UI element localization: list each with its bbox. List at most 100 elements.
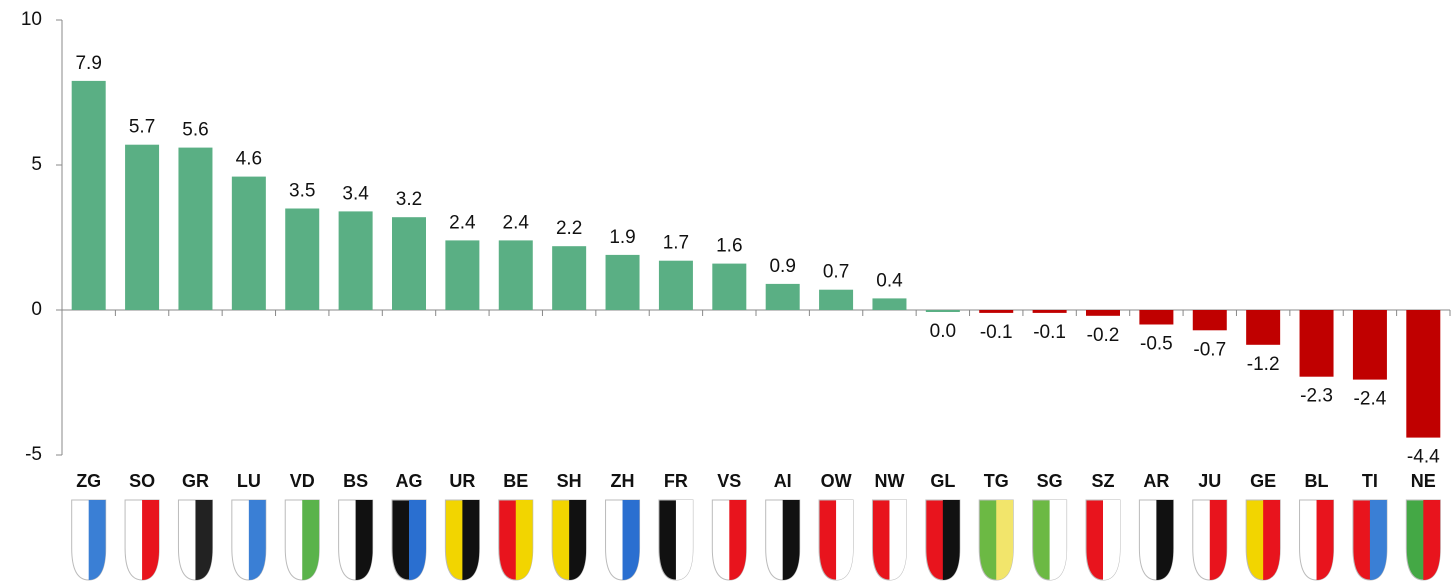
x-tick-label: OW bbox=[821, 471, 852, 491]
bar bbox=[1406, 310, 1441, 438]
x-tick-label: NW bbox=[874, 471, 904, 491]
flag-field bbox=[409, 500, 426, 580]
bar bbox=[1086, 310, 1120, 316]
bar bbox=[819, 289, 854, 310]
flag-field bbox=[729, 500, 747, 580]
bar bbox=[445, 240, 480, 310]
flag-field bbox=[569, 500, 587, 580]
bar bbox=[765, 283, 800, 310]
flag-field bbox=[355, 500, 373, 580]
x-tick-label: SH bbox=[557, 471, 582, 491]
x-tick-label: JU bbox=[1198, 471, 1221, 491]
flag-field bbox=[782, 500, 800, 580]
x-tick-label: AG bbox=[396, 471, 423, 491]
value-label: 1.7 bbox=[663, 233, 689, 254]
flag-field bbox=[515, 500, 533, 580]
value-label: 0.9 bbox=[769, 256, 795, 277]
flag-field bbox=[1423, 500, 1441, 580]
flag-field bbox=[142, 500, 160, 580]
bar bbox=[71, 80, 106, 311]
value-label: 4.6 bbox=[236, 149, 262, 170]
value-label: 2.4 bbox=[503, 212, 530, 233]
bar bbox=[925, 310, 960, 312]
flag-field bbox=[1263, 500, 1281, 580]
flag-field bbox=[1369, 500, 1387, 580]
flag-field bbox=[195, 500, 213, 580]
bar bbox=[872, 298, 907, 310]
bar bbox=[979, 310, 1014, 313]
y-tick-label: 10 bbox=[21, 9, 42, 30]
flag-field bbox=[675, 500, 693, 580]
bar bbox=[1246, 310, 1281, 345]
value-label: -1.2 bbox=[1247, 354, 1280, 375]
bar bbox=[1139, 310, 1174, 325]
bar bbox=[1032, 310, 1067, 313]
x-tick-label: TG bbox=[984, 471, 1009, 491]
x-tick-label: SZ bbox=[1091, 471, 1114, 491]
value-label: 5.7 bbox=[129, 117, 155, 138]
flag-field bbox=[88, 500, 106, 580]
x-tick-label: SG bbox=[1037, 471, 1063, 491]
y-tick-label: -5 bbox=[25, 444, 42, 465]
value-label: 2.2 bbox=[556, 218, 582, 239]
x-tick-label: GR bbox=[182, 471, 209, 491]
value-label: 2.4 bbox=[449, 212, 476, 233]
value-label: 3.5 bbox=[289, 181, 315, 202]
flag-field bbox=[1103, 500, 1120, 580]
x-tick-label: BE bbox=[503, 471, 528, 491]
flag-field bbox=[622, 500, 640, 580]
value-label: 1.6 bbox=[716, 236, 742, 257]
flag-field bbox=[1156, 500, 1174, 580]
value-label: -4.4 bbox=[1407, 447, 1440, 468]
x-tick-label: BL bbox=[1305, 471, 1329, 491]
x-tick-label: FR bbox=[664, 471, 688, 491]
value-label: 7.9 bbox=[75, 53, 101, 74]
flag-field bbox=[462, 500, 480, 580]
x-tick-label: AI bbox=[774, 471, 792, 491]
bar bbox=[392, 217, 426, 310]
x-tick-label: UR bbox=[449, 471, 475, 491]
value-label: -0.1 bbox=[1033, 322, 1066, 343]
value-label: -2.4 bbox=[1354, 389, 1387, 410]
flag-field bbox=[248, 500, 266, 580]
bar bbox=[285, 208, 320, 310]
x-tick-label: TI bbox=[1362, 471, 1378, 491]
flag-field bbox=[1316, 500, 1334, 580]
x-tick-label: VD bbox=[290, 471, 315, 491]
x-tick-label: NE bbox=[1411, 471, 1436, 491]
value-label: 0.7 bbox=[823, 262, 849, 283]
x-tick-label: GE bbox=[1250, 471, 1276, 491]
flag-field bbox=[996, 500, 1014, 580]
bar bbox=[712, 263, 747, 310]
x-tick-label: ZH bbox=[611, 471, 635, 491]
bar bbox=[231, 176, 266, 310]
x-tick-label: LU bbox=[237, 471, 261, 491]
bar bbox=[1299, 310, 1334, 377]
flag-field bbox=[836, 500, 854, 580]
bar bbox=[178, 147, 213, 310]
value-label: 0.4 bbox=[876, 270, 903, 291]
bar bbox=[498, 240, 533, 310]
bar bbox=[552, 246, 587, 310]
value-label: -0.1 bbox=[980, 322, 1013, 343]
x-tick-label: BS bbox=[343, 471, 368, 491]
x-tick-label: VS bbox=[717, 471, 741, 491]
value-label: 5.6 bbox=[182, 120, 208, 141]
bar bbox=[125, 144, 160, 310]
x-tick-label: GL bbox=[930, 471, 955, 491]
y-tick-label: 0 bbox=[31, 299, 42, 320]
y-tick-label: 5 bbox=[31, 154, 42, 175]
flag-field bbox=[889, 500, 907, 580]
flag-field bbox=[942, 500, 960, 580]
x-tick-label: SO bbox=[129, 471, 155, 491]
x-tick-label: AR bbox=[1143, 471, 1169, 491]
flag-field bbox=[302, 500, 320, 580]
value-label: -2.3 bbox=[1300, 386, 1333, 407]
value-label: 1.9 bbox=[609, 227, 635, 248]
value-label: 3.2 bbox=[396, 189, 422, 210]
value-label: -0.5 bbox=[1140, 334, 1173, 355]
value-label: -0.7 bbox=[1193, 339, 1226, 360]
bar bbox=[338, 211, 373, 310]
flag-field bbox=[1049, 500, 1067, 580]
